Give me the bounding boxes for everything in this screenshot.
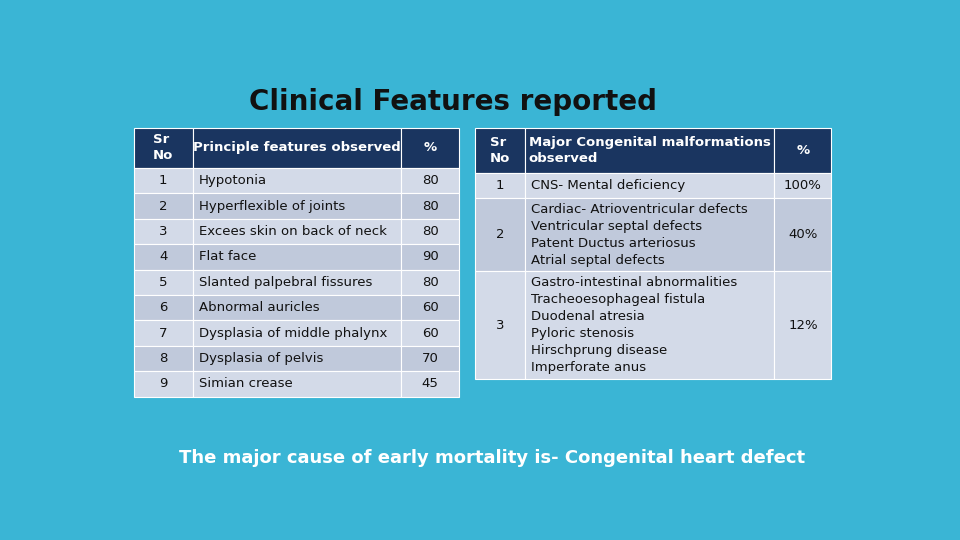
Bar [475, 173, 525, 198]
Bar [134, 244, 193, 269]
Text: 8: 8 [159, 352, 167, 365]
Bar [775, 128, 831, 173]
Bar [193, 193, 401, 219]
Text: 80: 80 [421, 174, 439, 187]
Bar [525, 198, 775, 271]
Text: Simian crease: Simian crease [199, 377, 293, 390]
Text: CNS- Mental deficiency: CNS- Mental deficiency [531, 179, 685, 192]
Bar [193, 244, 401, 269]
Text: 45: 45 [421, 377, 439, 390]
Text: 1: 1 [159, 174, 167, 187]
Bar [134, 372, 193, 397]
Bar [193, 219, 401, 244]
Bar [193, 128, 401, 168]
Bar [193, 269, 401, 295]
Text: 70: 70 [421, 352, 439, 365]
Text: 3: 3 [159, 225, 167, 238]
Text: Major Congenital malformations
observed: Major Congenital malformations observed [529, 136, 771, 165]
Bar [193, 372, 401, 397]
Text: 60: 60 [421, 327, 439, 340]
Text: 100%: 100% [784, 179, 822, 192]
Text: 5: 5 [159, 276, 167, 289]
Text: 80: 80 [421, 200, 439, 213]
Bar [193, 320, 401, 346]
Bar [401, 219, 460, 244]
Text: Gastro-intestinal abnormalities
Tracheoesophageal fistula
Duodenal atresia
Pylor: Gastro-intestinal abnormalities Tracheoe… [531, 276, 737, 374]
Bar [134, 295, 193, 320]
Text: 3: 3 [495, 319, 504, 332]
Bar [401, 372, 460, 397]
Bar [401, 244, 460, 269]
Text: 80: 80 [421, 225, 439, 238]
Text: Dysplasia of middle phalynx: Dysplasia of middle phalynx [199, 327, 387, 340]
Bar [193, 168, 401, 193]
Text: %: % [423, 141, 437, 154]
Text: %: % [797, 144, 809, 157]
Bar [134, 168, 193, 193]
Bar [193, 295, 401, 320]
Bar [401, 193, 460, 219]
Text: Abnormal auricles: Abnormal auricles [199, 301, 320, 314]
Bar [134, 346, 193, 372]
Bar [775, 271, 831, 379]
Bar [401, 269, 460, 295]
Text: 90: 90 [421, 251, 439, 264]
Bar [193, 346, 401, 372]
Bar [775, 198, 831, 271]
Text: 7: 7 [159, 327, 167, 340]
Bar [525, 271, 775, 379]
Bar [401, 295, 460, 320]
Text: 60: 60 [421, 301, 439, 314]
Text: 1: 1 [495, 179, 504, 192]
Text: Clinical Features reported: Clinical Features reported [250, 88, 658, 116]
Text: Excees skin on back of neck: Excees skin on back of neck [199, 225, 387, 238]
Text: 6: 6 [159, 301, 167, 314]
Text: The major cause of early mortality is- Congenital heart defect: The major cause of early mortality is- C… [179, 449, 805, 467]
Text: 2: 2 [159, 200, 167, 213]
Text: Dysplasia of pelvis: Dysplasia of pelvis [199, 352, 324, 365]
Bar [134, 269, 193, 295]
Bar [401, 320, 460, 346]
Text: 4: 4 [159, 251, 167, 264]
Bar [775, 173, 831, 198]
Text: 40%: 40% [788, 228, 818, 241]
Bar [134, 193, 193, 219]
Text: Sr
No: Sr No [490, 136, 510, 165]
Text: 9: 9 [159, 377, 167, 390]
Text: Sr
No: Sr No [153, 133, 174, 163]
Bar [525, 128, 775, 173]
Bar [134, 128, 193, 168]
Text: Hyperflexible of joints: Hyperflexible of joints [199, 200, 345, 213]
Bar [525, 173, 775, 198]
Bar [401, 128, 460, 168]
Bar [401, 346, 460, 372]
Text: 80: 80 [421, 276, 439, 289]
Bar [134, 320, 193, 346]
Bar [475, 128, 525, 173]
Bar [134, 219, 193, 244]
Text: Cardiac- Atrioventricular defects
Ventricular septal defects
Patent Ductus arter: Cardiac- Atrioventricular defects Ventri… [531, 202, 748, 267]
Bar [475, 271, 525, 379]
Text: 2: 2 [495, 228, 504, 241]
Text: Flat face: Flat face [199, 251, 256, 264]
Text: Hypotonia: Hypotonia [199, 174, 267, 187]
Text: Slanted palpebral fissures: Slanted palpebral fissures [199, 276, 372, 289]
Text: Principle features observed: Principle features observed [193, 141, 400, 154]
Bar [475, 198, 525, 271]
Bar [401, 168, 460, 193]
Text: 12%: 12% [788, 319, 818, 332]
